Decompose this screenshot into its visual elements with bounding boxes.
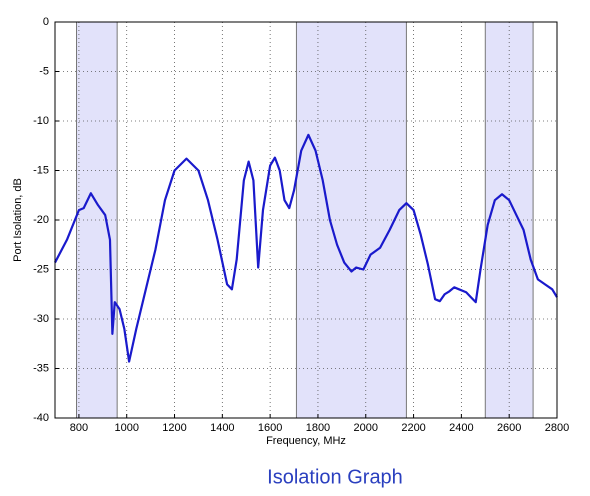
x-tick-label: 1200 xyxy=(162,422,186,434)
y-tick-label: -35 xyxy=(33,362,49,374)
x-tick-label: 1000 xyxy=(114,422,138,434)
caption: Isolation Graph xyxy=(267,466,403,488)
data-line xyxy=(54,133,558,363)
x-tick-label: 2200 xyxy=(401,422,425,434)
x-tick-label: 1600 xyxy=(258,422,282,434)
y-tick-label: -30 xyxy=(33,313,49,325)
x-tick-label: 1400 xyxy=(210,422,234,434)
y-tick-label: -25 xyxy=(33,263,49,275)
y-tick-label: -5 xyxy=(39,65,49,77)
y-tick-label: -40 xyxy=(33,412,49,424)
x-tick-label: 2800 xyxy=(545,422,569,434)
y-tick-label: -10 xyxy=(33,115,49,127)
y-tick-label: -15 xyxy=(33,164,49,176)
plot-frame xyxy=(54,21,558,419)
x-tick-label: 2400 xyxy=(449,422,473,434)
y-tick-label: 0 xyxy=(43,16,49,28)
x-axis-label: Frequency, MHz xyxy=(266,435,346,447)
band xyxy=(485,22,534,418)
y-axis-label: Port Isolation, dB xyxy=(12,178,24,262)
x-tick-label: 2000 xyxy=(354,422,378,434)
x-tick-label: 800 xyxy=(70,422,88,434)
x-tick-label: 2600 xyxy=(497,422,521,434)
x-tick-label: 1800 xyxy=(306,422,330,434)
y-tick-label: -20 xyxy=(33,214,49,226)
